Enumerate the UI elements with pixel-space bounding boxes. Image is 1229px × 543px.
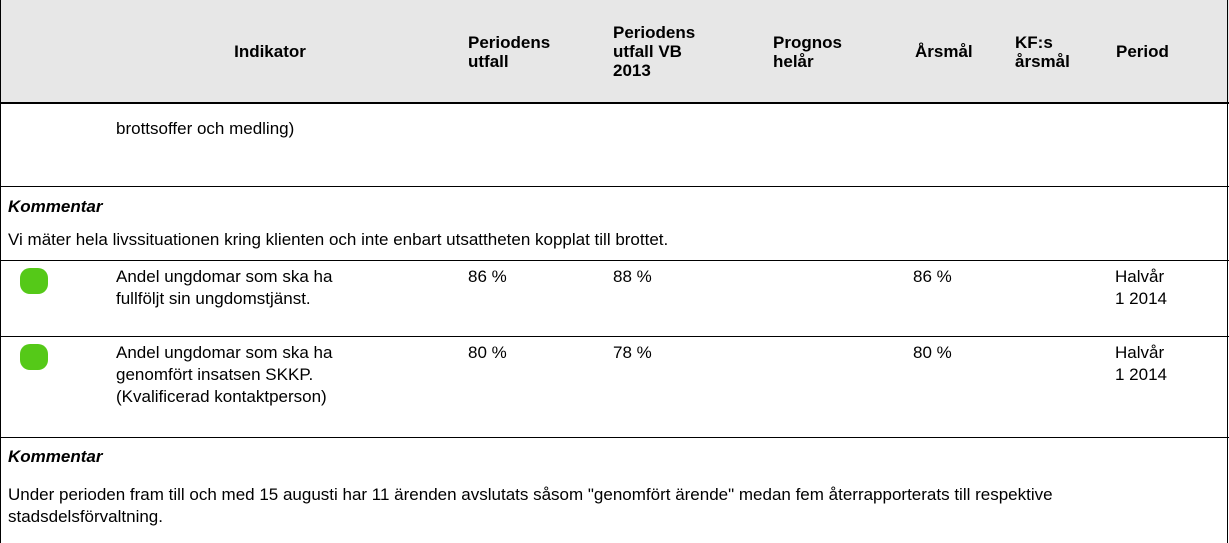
indicator-name: Andel ungdomar som ska ha genomfört insa…: [116, 343, 333, 406]
col-header: Indikator: [234, 42, 306, 61]
row-border: [0, 437, 1229, 438]
col-header: Periodens utfall: [468, 32, 551, 71]
cell: 80 %: [468, 343, 507, 362]
col-header: Period: [1116, 42, 1169, 61]
comment-text: Vi mäter hela livssituationen kring klie…: [8, 230, 669, 249]
cell: Halvår 1 2014: [1115, 267, 1167, 308]
status-icon: [20, 268, 48, 294]
cell: 78 %: [613, 343, 652, 362]
row-border: [0, 336, 1229, 337]
status-icon: [20, 344, 48, 370]
cell: 86 %: [913, 267, 952, 286]
col-header: Årsmål: [915, 42, 973, 61]
cell: 86 %: [468, 267, 507, 286]
table-border: [0, 0, 1, 543]
comment-text: Under perioden fram till och med 15 augu…: [8, 485, 1053, 526]
comment-title: Kommentar: [8, 197, 103, 216]
row-border: [0, 260, 1229, 261]
row-border: [0, 102, 1229, 104]
col-header: KF:s årsmål: [1015, 32, 1070, 71]
indicator-name: Andel ungdomar som ska ha fullföljt sin …: [116, 267, 333, 308]
col-header: Periodens utfall VB 2013: [613, 23, 696, 80]
indicator-text: brottsoffer och medling): [116, 119, 295, 138]
comment-title: Kommentar: [8, 447, 103, 466]
row-border: [0, 186, 1229, 187]
cell: Halvår 1 2014: [1115, 343, 1167, 384]
table-border: [1227, 0, 1228, 543]
header-bg: [0, 0, 1229, 103]
col-header: Prognos helår: [773, 32, 842, 71]
cell: 88 %: [613, 267, 652, 286]
cell: 80 %: [913, 343, 952, 362]
